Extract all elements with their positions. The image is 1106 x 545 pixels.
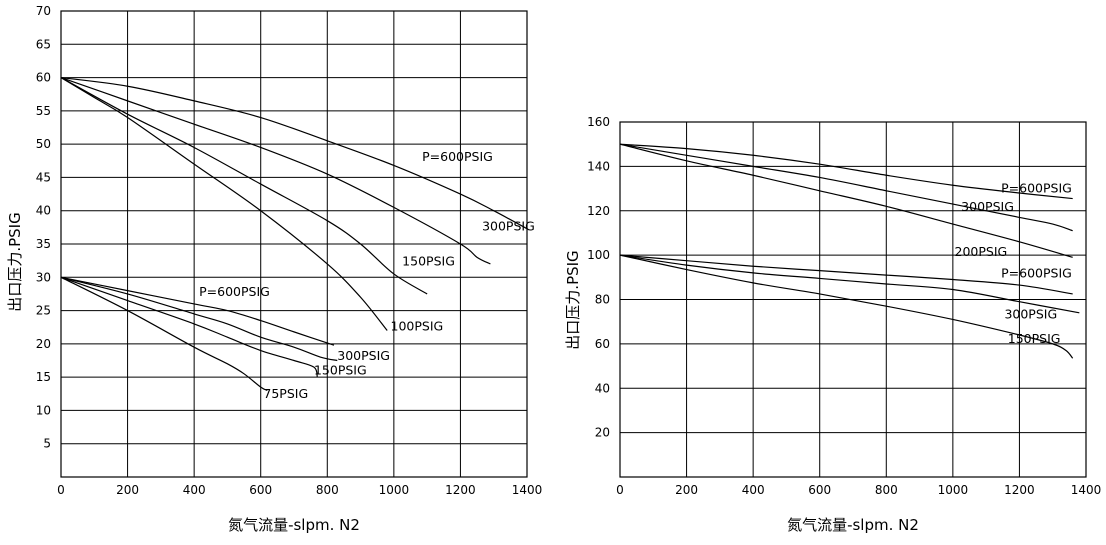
series-line (619, 143, 1073, 232)
x-tick-label: 200 (675, 483, 698, 497)
y-tick-label: 15 (36, 370, 51, 384)
series-label: 300PSIG (482, 219, 535, 234)
y-tick-label: 70 (36, 4, 51, 18)
plot-frame (619, 121, 1087, 478)
x-axis-label: 氮气流量-slpm. N2 (228, 516, 360, 534)
y-tick-label: 65 (36, 37, 51, 51)
y-tick-label: 60 (36, 71, 51, 85)
x-tick-label: 400 (183, 483, 206, 497)
y-axis-label: 出口压力.PSIG (564, 250, 582, 349)
series-label: P=600PSIG (1001, 265, 1072, 280)
plot-frame (60, 10, 528, 478)
x-tick-label: 200 (116, 483, 139, 497)
y-tick-label: 25 (36, 304, 51, 318)
series-label: 300PSIG (1004, 306, 1057, 321)
series-label: 300PSIG (337, 348, 390, 363)
y-tick-label: 40 (36, 204, 51, 218)
x-tick-label: 1200 (1004, 483, 1035, 497)
series-line (60, 276, 338, 362)
series-label: 75PSIG (263, 386, 308, 401)
series-line (60, 276, 318, 378)
x-tick-label: 0 (616, 483, 624, 497)
series-line (619, 254, 1074, 359)
y-tick-label: 20 (36, 337, 51, 351)
series-line (60, 77, 388, 331)
series-line (619, 254, 1073, 295)
x-tick-label: 1000 (938, 483, 969, 497)
series-line (619, 254, 1080, 314)
series-label: 200PSIG (955, 244, 1008, 259)
x-tick-label: 400 (742, 483, 765, 497)
y-tick-label: 5 (43, 437, 51, 451)
y-axis-label: 出口压力.PSIG (6, 212, 24, 311)
series-line (619, 143, 1073, 258)
x-tick-label: 800 (316, 483, 339, 497)
y-tick-label: 35 (36, 237, 51, 251)
series-label: 150PSIG (1008, 331, 1061, 346)
series-label: 150PSIG (314, 362, 367, 377)
y-tick-label: 30 (36, 270, 51, 284)
left-chart: 0 200 400 600 800 1000 1200 1400 5 10 15 20 25 30 35 40… (6, 4, 542, 534)
series-label: 300PSIG (961, 199, 1014, 214)
series-label: P=600PSIG (1001, 181, 1072, 196)
series-line (60, 77, 491, 265)
y-tick-label: 45 (36, 170, 51, 184)
x-tick-label: 1400 (512, 483, 543, 497)
y-tick-label: 80 (595, 293, 610, 307)
series-label: 100PSIG (391, 319, 444, 334)
series-label: P=600PSIG (422, 149, 493, 164)
y-tick-label: 160 (587, 115, 610, 129)
x-tick-label: 800 (875, 483, 898, 497)
series-line (60, 76, 528, 230)
series-label: P=600PSIG (199, 284, 270, 299)
x-tick-label: 1400 (1071, 483, 1102, 497)
x-tick-label: 1000 (379, 483, 410, 497)
series-line (60, 276, 268, 392)
y-tick-label: 20 (595, 426, 610, 440)
x-tick-label: 600 (249, 483, 272, 497)
y-tick-label: 120 (587, 204, 610, 218)
y-tick-label: 60 (595, 337, 610, 351)
x-tick-label: 600 (808, 483, 831, 497)
y-tick-label: 50 (36, 137, 51, 151)
y-tick-label: 10 (36, 403, 51, 417)
y-tick-label: 55 (36, 104, 51, 118)
y-tick-label: 40 (595, 381, 610, 395)
right-chart: 0 200 400 600 800 1000 1200 1400 20 40 60 80 100 120 1… (564, 115, 1101, 534)
series-line (619, 143, 1073, 200)
x-tick-label: 0 (57, 483, 65, 497)
series-label: 150PSIG (402, 253, 455, 268)
x-tick-label: 1200 (445, 483, 476, 497)
series-line (60, 77, 428, 295)
x-axis-label: 氮气流量-slpm. N2 (787, 516, 919, 534)
y-tick-label: 100 (587, 248, 610, 262)
series-line (60, 276, 335, 346)
y-tick-label: 140 (587, 159, 610, 173)
